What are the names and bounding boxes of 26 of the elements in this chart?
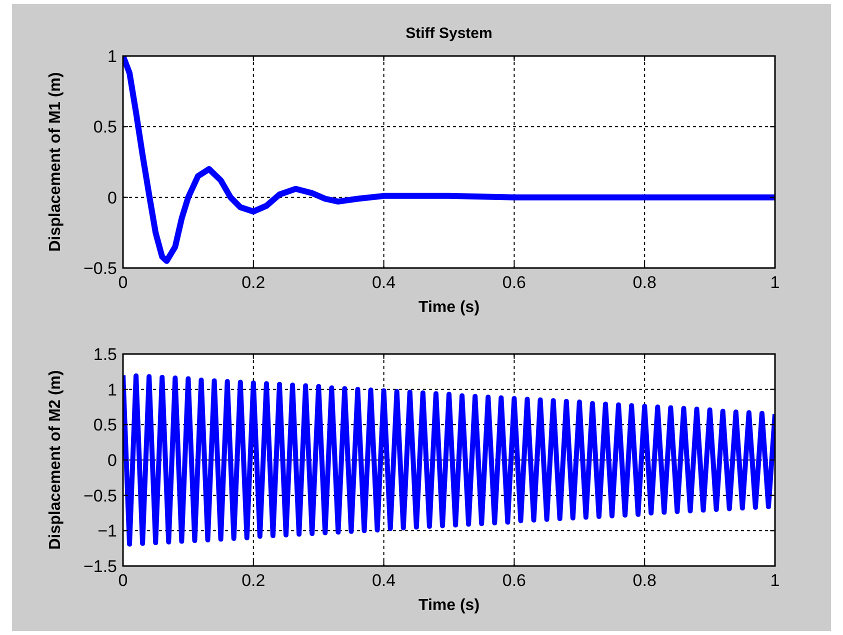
x-tick-label: 0.4	[372, 273, 396, 292]
x-tick-label: 0.6	[502, 571, 526, 590]
y-tick-label: 0	[108, 450, 117, 470]
y-tick-label: −0.5	[83, 486, 117, 506]
y-axis-title: Displacement of M2 (m)	[47, 370, 64, 550]
x-axis-title: Time (s)	[418, 299, 480, 316]
y-tick-label: 0	[108, 188, 117, 208]
x-axis-title: Time (s)	[418, 597, 480, 614]
x-tick-label: 0.2	[242, 273, 266, 292]
x-tick-label: 0.2	[242, 571, 266, 590]
y-tick-label: 1	[108, 46, 117, 66]
y-tick-label: −0.5	[83, 258, 117, 278]
x-tick-label: 0.6	[502, 273, 526, 292]
x-tick-label: 0.4	[372, 571, 396, 590]
x-tick-label: 1	[770, 273, 780, 292]
y-tick-label: −1	[98, 522, 117, 541]
x-tick-label: 0.8	[632, 273, 656, 292]
y-tick-label: −1.5	[83, 556, 117, 576]
y-tick-label: 1.5	[93, 344, 117, 364]
y-axis-title: Displacement of M1 (m)	[47, 72, 64, 252]
y-tick-label: 1	[108, 380, 117, 400]
x-tick-label: 0.8	[632, 571, 656, 590]
chart-title: Stiff System	[406, 25, 492, 42]
x-tick-label: 1	[770, 571, 780, 590]
y-tick-label: 0.5	[93, 118, 117, 137]
y-tick-label: 0.5	[93, 416, 117, 435]
